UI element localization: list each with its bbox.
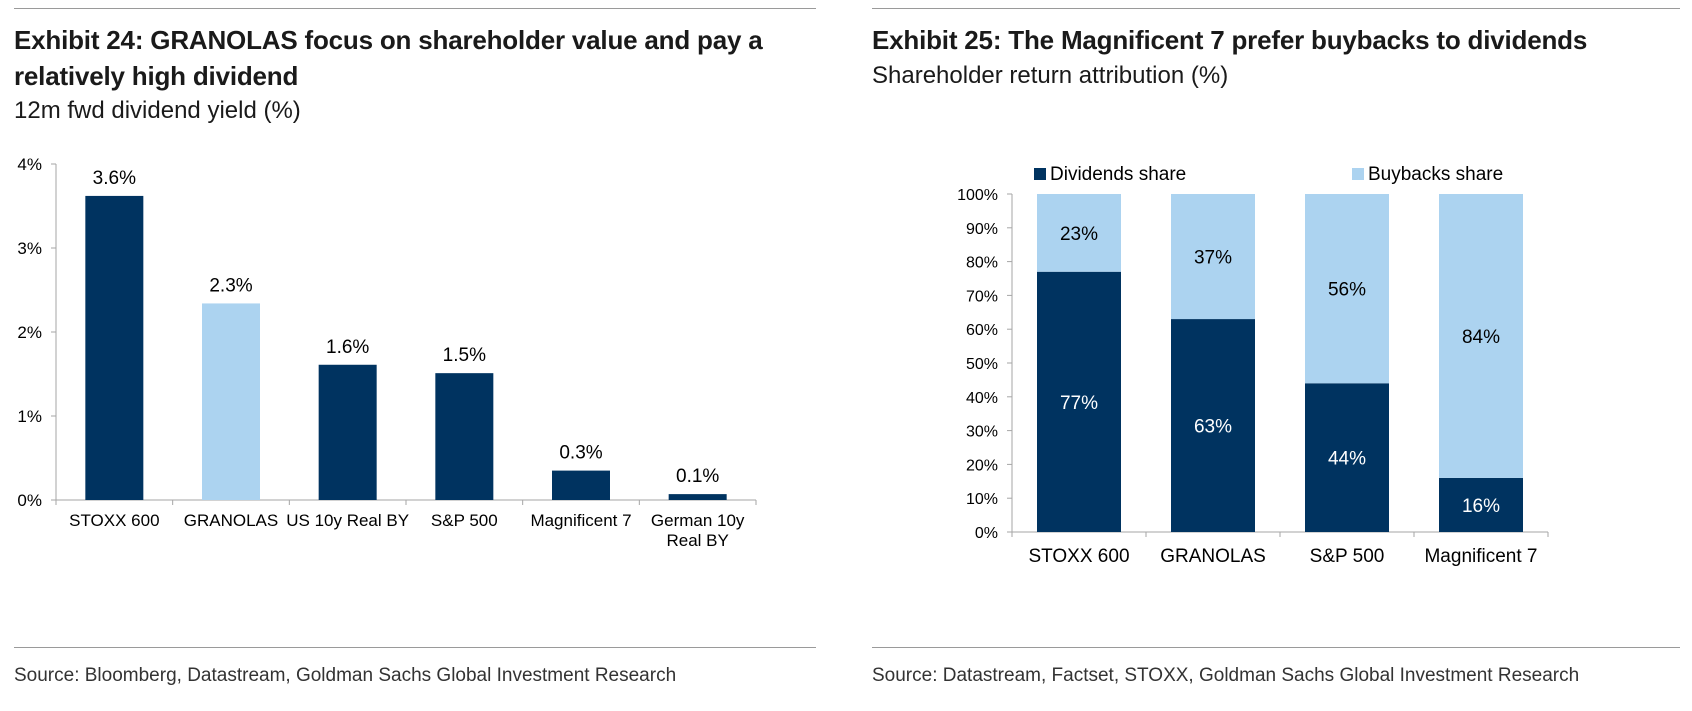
- x-tick-label: US 10y Real BY: [286, 511, 409, 530]
- stack-segment: [1439, 194, 1523, 478]
- y-tick-label: 70%: [966, 288, 998, 305]
- x-tick-label: GRANOLAS: [1160, 546, 1266, 567]
- y-tick-label: 20%: [966, 457, 998, 474]
- legend-label: Buybacks share: [1368, 164, 1503, 185]
- stack-segment: [1439, 477, 1523, 532]
- x-tick-label: German 10y Real BY: [651, 511, 745, 550]
- chart-title: Exhibit 25: The Magnificent 7 prefer buy…: [872, 25, 1588, 55]
- stack-segment: [1037, 271, 1121, 532]
- data-label: 44%: [1328, 449, 1366, 470]
- legend-swatch: [1034, 168, 1046, 180]
- y-tick-label: 100%: [957, 187, 998, 204]
- x-tick-label: STOXX 600: [1028, 546, 1129, 567]
- y-tick-label: 40%: [966, 390, 998, 407]
- data-label: 2.3%: [209, 275, 252, 296]
- chart-title: Exhibit 24: GRANOLAS focus on shareholde…: [14, 25, 763, 91]
- stack-segment: [1305, 194, 1389, 384]
- data-label: 37%: [1194, 248, 1232, 269]
- data-label: 3.6%: [93, 168, 136, 189]
- legend-swatch: [1352, 168, 1364, 180]
- data-label: 1.6%: [326, 337, 369, 358]
- x-tick-label: Magnificent 7: [530, 511, 631, 530]
- chart-subtitle: Shareholder return attribution (%): [872, 62, 1229, 89]
- bottom-rule: [872, 647, 1680, 648]
- bar: [85, 195, 144, 501]
- data-label: 0.1%: [676, 466, 719, 487]
- exhibit-25-panel: Exhibit 25: The Magnificent 7 prefer buy…: [872, 0, 1692, 711]
- y-tick-label: 80%: [966, 255, 998, 272]
- x-tick-label: STOXX 600: [69, 511, 159, 530]
- x-tick-label: Magnificent 7: [1424, 546, 1537, 567]
- data-label: 16%: [1462, 496, 1500, 517]
- data-label: 0.3%: [559, 443, 602, 464]
- top-rule: [14, 8, 816, 9]
- data-label: 1.5%: [443, 345, 486, 366]
- dividend-yield-bar-chart: 0% 1% 2% 3% 4% 3.6% STOXX 600 2.3% GRANOLAS 1.6% U…: [17, 155, 757, 550]
- y-tick-label: 4%: [17, 155, 42, 174]
- x-tick-label: GRANOLAS: [184, 511, 278, 530]
- legend-label: Dividends share: [1050, 164, 1186, 185]
- source-note: Source: Datastream, Factset, STOXX, Gold…: [872, 665, 1580, 686]
- bar: [202, 303, 260, 500]
- bar: [552, 470, 610, 500]
- y-tick-label: 3%: [17, 239, 42, 258]
- stack-segment: [1305, 383, 1389, 532]
- y-tick-label: 30%: [966, 424, 998, 441]
- stack-segment: [1171, 194, 1255, 320]
- y-tick-label: 10%: [966, 491, 998, 508]
- bottom-rule: [14, 647, 816, 648]
- exhibit-24-panel: Exhibit 24: GRANOLAS focus on shareholde…: [0, 0, 830, 711]
- x-tick-label: S&P 500: [431, 511, 498, 530]
- y-tick-label: 50%: [966, 356, 998, 373]
- bar: [318, 364, 377, 500]
- bar: [668, 494, 727, 500]
- y-tick-label: 1%: [17, 407, 42, 426]
- y-tick-label: 90%: [966, 221, 998, 238]
- y-tick-label: 60%: [966, 322, 998, 339]
- y-tick-label: 2%: [17, 323, 42, 342]
- chart-subtitle: 12m fwd dividend yield (%): [14, 97, 301, 124]
- data-label: 63%: [1194, 417, 1232, 438]
- bar: [435, 373, 494, 500]
- shareholder-return-stacked-chart: Dividends share Buybacks share 0% 10% 20% 30%…: [957, 164, 1549, 567]
- stack-segment: [1171, 319, 1255, 532]
- stack-segment: [1037, 194, 1121, 272]
- y-tick-label: 0%: [17, 491, 42, 510]
- y-tick-label: 0%: [975, 525, 998, 542]
- data-label: 56%: [1328, 280, 1366, 301]
- data-label: 77%: [1060, 393, 1098, 414]
- data-label: 23%: [1060, 224, 1098, 245]
- source-note: Source: Bloomberg, Datastream, Goldman S…: [14, 665, 677, 686]
- data-label: 84%: [1462, 327, 1500, 348]
- top-rule: [872, 8, 1680, 9]
- x-tick-label: S&P 500: [1310, 546, 1385, 567]
